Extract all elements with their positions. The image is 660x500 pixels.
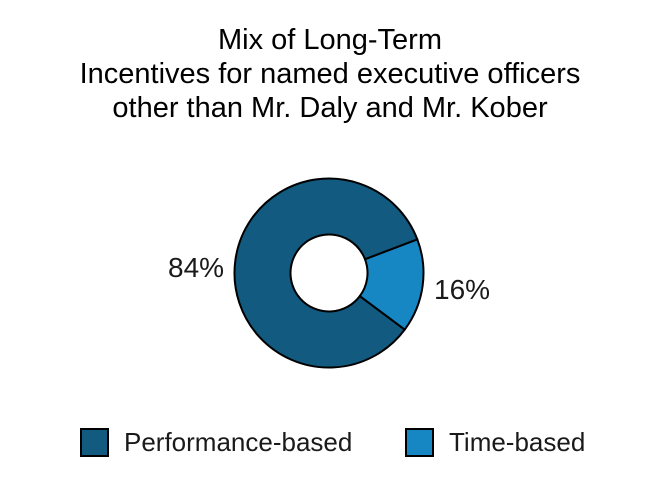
legend-item-time: Time-based — [405, 427, 585, 458]
legend-label-performance: Performance-based — [124, 427, 353, 457]
time-percent-label: 16% — [434, 274, 491, 305]
chart-title-line-2: Incentives for named executive officers — [79, 58, 581, 90]
legend-swatch-time — [405, 428, 434, 457]
chart-title-line-3: other than Mr. Daly and Mr. Kober — [112, 92, 548, 124]
chart-title: Mix of Long-Term Incentives for named ex… — [0, 23, 660, 125]
legend-label-time: Time-based — [449, 427, 586, 457]
legend-swatch-performance — [80, 428, 109, 457]
legend-item-performance: Performance-based — [80, 427, 352, 458]
pie-slice-performance — [233, 177, 419, 369]
pie-slice-time — [358, 238, 425, 331]
performance-percent-label: 84% — [168, 252, 225, 283]
chart-title-line-1: Mix of Long-Term — [217, 24, 442, 56]
